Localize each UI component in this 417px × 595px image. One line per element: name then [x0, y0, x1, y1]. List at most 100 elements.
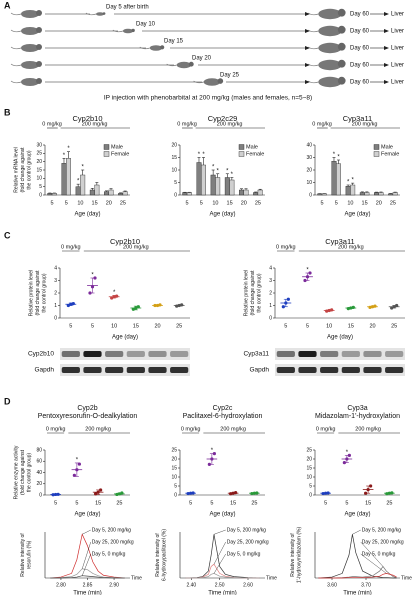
label-leader	[213, 529, 226, 535]
x-axis-label: Age (day)	[112, 335, 138, 341]
bar	[331, 161, 337, 196]
blot-band	[105, 367, 124, 373]
x-tick-label: 5	[335, 200, 338, 206]
x-axis-label: Age (day)	[74, 212, 100, 218]
arrow-head	[384, 46, 389, 50]
data-point	[395, 303, 399, 308]
blot-band	[385, 367, 404, 373]
blot-band	[320, 351, 339, 357]
blot-band	[298, 367, 317, 373]
injected-mouse-tail	[166, 63, 177, 67]
label-leader	[82, 529, 91, 535]
chromatogram-line	[50, 568, 125, 579]
y-tick-label: 0	[54, 315, 57, 321]
injected-mouse	[122, 28, 134, 34]
x-tick-label: 5	[210, 500, 213, 506]
chromatogram-line	[185, 563, 260, 579]
y-axis-label: Relative enzyme activity	[13, 445, 19, 499]
series-label: Day 5, 0 mg/kg	[92, 551, 126, 557]
y-tick-label: 10	[306, 474, 312, 480]
y-axis-label: (fold change against	[35, 270, 41, 316]
x-tick-label: 15	[227, 200, 233, 206]
panel-letter: D	[4, 396, 11, 406]
panel-letter: A	[4, 0, 11, 10]
x-axis-label: Time (min)	[343, 591, 371, 595]
adult-mouse	[318, 42, 342, 54]
injected-mouse-head	[131, 28, 135, 33]
adult-mouse-tail	[308, 12, 319, 16]
adult-mouse	[318, 8, 342, 20]
chart-title: Cyp2c29	[208, 114, 238, 123]
y-axis-label: (fold change against	[20, 449, 26, 495]
blot-band	[126, 351, 145, 357]
x-tick-label: 5	[51, 200, 54, 206]
arrow-head	[305, 80, 310, 84]
series-label: Day 25, 200 mg/kg	[227, 539, 269, 545]
blot-band	[83, 351, 102, 357]
y-tick-label: 0	[39, 192, 42, 198]
y-tick-label: 20	[36, 481, 42, 487]
bar	[257, 189, 263, 196]
x-axis-label: Time (min)	[208, 591, 236, 595]
y-axis-label: 6-hydroxypaclitaxel (%)	[161, 529, 167, 581]
dam-mouse	[21, 78, 39, 86]
y-tick-label: 10	[306, 180, 312, 186]
bar	[201, 164, 206, 196]
dam-mouse-tail	[10, 63, 22, 67]
y-tick-label: 25	[36, 151, 42, 157]
data-point	[99, 488, 103, 492]
bar	[364, 192, 370, 196]
injected-mouse-head	[102, 12, 106, 15]
y-tick-label: 0	[174, 492, 177, 498]
y-tick-label: 10	[171, 167, 177, 173]
bar	[224, 177, 230, 196]
x-tick-label: 25	[391, 323, 397, 329]
label-leader	[213, 553, 226, 574]
blot-label: Gapdh	[249, 367, 269, 374]
blot-band	[148, 367, 167, 373]
significance: *	[91, 273, 94, 279]
dose-label: 0 mg/kg	[42, 121, 62, 127]
series-label: Day 5, 200 mg/kg	[362, 527, 401, 533]
significance: *	[352, 178, 355, 184]
x-tick-label: 20	[241, 200, 247, 206]
y-tick-label: 10	[171, 474, 177, 480]
bar	[186, 192, 192, 196]
injected-mouse	[149, 45, 163, 51]
dam-mouse	[21, 27, 39, 35]
y-tick-label: 25	[306, 447, 312, 453]
dose-label: 200 mg/kg	[220, 426, 246, 432]
chart-title: Cyp3a11	[343, 114, 372, 123]
dose-label: 200 mg/kg	[338, 244, 364, 250]
x-tick-label: 2.90	[109, 582, 119, 588]
y-axis-label: Relative intensity of	[20, 533, 26, 577]
x-tick-label: 15	[230, 500, 236, 506]
significance: *	[67, 146, 70, 152]
x-tick-label: 25	[120, 200, 126, 206]
x-tick-label: 3.60	[327, 582, 337, 588]
y-tick-label: 2	[54, 290, 57, 296]
significance: *	[212, 165, 215, 171]
bar	[345, 186, 351, 196]
bar	[336, 163, 341, 196]
chromatogram-line	[50, 533, 125, 579]
blot-band	[363, 351, 382, 357]
x-tick-label: 5	[75, 500, 78, 506]
bar	[122, 191, 128, 196]
y-tick-label: 60	[36, 459, 42, 465]
y-tick-label: 10	[36, 176, 42, 182]
x-tick-label: 5	[186, 200, 189, 206]
y-tick-label: 25	[171, 447, 177, 453]
dose-label: 0 mg/kg	[276, 244, 296, 250]
significance: *	[113, 290, 116, 296]
x-tick-label: 5	[54, 500, 57, 506]
dose-label: 200 mg/kg	[217, 121, 243, 127]
dam-mouse	[21, 10, 39, 18]
axis-end-label: Time	[401, 575, 412, 581]
dose-label: 0 mg/kg	[46, 426, 66, 432]
data-point	[308, 271, 312, 275]
arrow-head	[305, 12, 310, 16]
data-point	[72, 473, 76, 477]
blot-band	[298, 351, 317, 357]
organ: Liver	[391, 29, 404, 35]
